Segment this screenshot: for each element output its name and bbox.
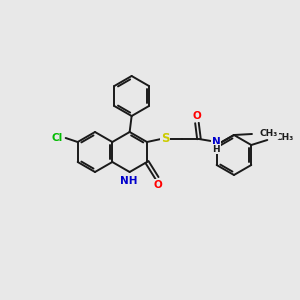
Text: CH₃: CH₃ xyxy=(260,130,278,139)
Text: N: N xyxy=(212,137,220,147)
Text: CH₃: CH₃ xyxy=(275,134,293,142)
Text: H: H xyxy=(212,145,220,154)
Text: Cl: Cl xyxy=(51,133,62,143)
Text: NH: NH xyxy=(120,176,137,186)
Text: S: S xyxy=(161,133,169,146)
Text: O: O xyxy=(154,180,162,190)
Text: O: O xyxy=(193,111,201,121)
